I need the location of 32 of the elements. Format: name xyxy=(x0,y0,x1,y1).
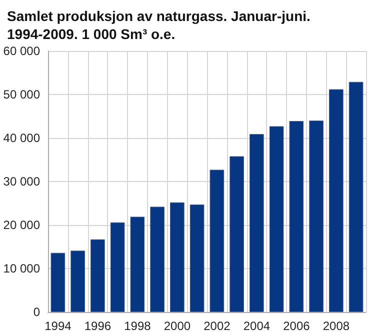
bar xyxy=(130,216,145,312)
x-tick-label: 2004 xyxy=(243,319,270,333)
bar xyxy=(329,89,344,312)
y-tick-label: 0 xyxy=(33,305,40,319)
y-tick-label: 40 000 xyxy=(3,131,40,145)
bar xyxy=(110,222,125,312)
y-tick-label: 10 000 xyxy=(3,262,40,276)
y-tick-label: 60 000 xyxy=(3,44,40,58)
x-tick-label: 2006 xyxy=(283,319,310,333)
bar xyxy=(348,82,364,312)
y-tick-label: 20 000 xyxy=(3,218,40,232)
y-tick-label: 50 000 xyxy=(3,88,40,102)
x-tick-label: 2002 xyxy=(204,319,231,333)
x-tick-label: 1998 xyxy=(124,319,152,333)
x-tick-label: 1994 xyxy=(44,319,72,333)
bar xyxy=(190,204,204,312)
x-tick-label: 2008 xyxy=(322,319,350,333)
bar xyxy=(309,120,324,312)
bar xyxy=(289,121,304,312)
x-tick-label: 1996 xyxy=(84,319,112,333)
x-tick-label: 2000 xyxy=(164,319,191,333)
bar xyxy=(90,239,105,312)
bar xyxy=(150,206,164,312)
bar xyxy=(269,126,284,312)
bar xyxy=(250,134,264,312)
bar xyxy=(70,250,85,312)
bar xyxy=(210,170,224,312)
bar xyxy=(230,156,244,312)
bar xyxy=(170,202,184,312)
bar xyxy=(50,252,66,312)
chart-title: Samlet produksjon av naturgass. Januar-juni. 1994-2009. 1 000 Sm³ o.e. xyxy=(7,8,314,42)
y-tick-label: 30 000 xyxy=(3,174,40,188)
